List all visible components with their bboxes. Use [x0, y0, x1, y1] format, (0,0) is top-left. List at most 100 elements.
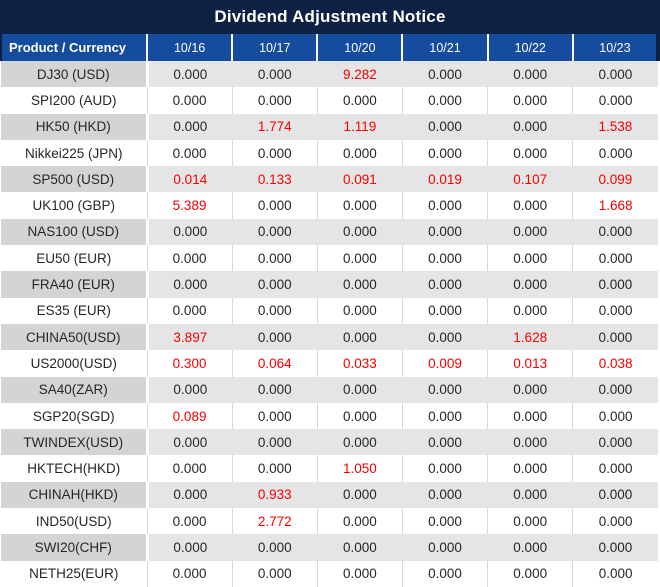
value-cell: 0.000 [401, 192, 488, 219]
value-cell: 0.000 [232, 271, 318, 298]
product-cell: DJ30 (USD) [1, 61, 147, 88]
product-cell: TWINDEX(USD) [1, 429, 147, 456]
value-cell: 0.000 [572, 61, 658, 88]
value-cell: 0.000 [487, 455, 573, 482]
value-cell: 0.000 [401, 297, 488, 324]
product-currency-header: Product / Currency [0, 34, 147, 61]
value-cell: 0.000 [317, 323, 403, 351]
value-cell: 0.000 [145, 61, 233, 88]
value-cell: 0.000 [487, 402, 573, 430]
date-column-header: 10/22 [486, 34, 573, 61]
value-cell: 0.000 [401, 402, 488, 430]
value-cell: 0.000 [316, 297, 403, 324]
value-cell: 0.091 [317, 166, 403, 193]
table-row: EU50 (EUR) 0.000 0.000 0.000 0.000 0.000 0.000 [1, 245, 658, 272]
value-cell: 0.000 [232, 429, 318, 456]
value-cell: 0.089 [146, 402, 233, 430]
value-cell: 0.000 [232, 534, 318, 561]
value-cell: 0.000 [146, 245, 233, 272]
table-row: NAS100 (USD) 0.000 0.000 0.000 0.000 0.000 0.0… [1, 218, 658, 246]
header-row: Product / Currency 10/16 10/17 10/20 10/21 10… [0, 34, 660, 61]
value-cell: 0.000 [401, 139, 488, 167]
value-cell: 1.774 [232, 113, 318, 140]
page-title: Dividend Adjustment Notice [0, 0, 660, 34]
value-cell: 0.000 [402, 534, 488, 561]
value-cell: 0.000 [487, 297, 573, 324]
table-row: DJ30 (USD) 0.000 0.000 9.282 0.000 0.000 0.000 [1, 61, 658, 88]
value-cell: 0.000 [316, 402, 403, 430]
table-row: SA40(ZAR) 0.000 0.000 0.000 0.000 0.000 0.000 [1, 376, 658, 403]
product-cell: HKTECH(HKD) [1, 455, 147, 482]
value-cell: 0.000 [487, 245, 573, 272]
value-cell: 0.000 [401, 455, 488, 482]
value-cell: 0.000 [572, 218, 658, 246]
value-cell: 0.000 [231, 560, 318, 587]
value-cell: 5.389 [146, 192, 233, 219]
table-row: HK50 (HKD) 0.000 1.774 1.119 0.000 0.000 1.538 [1, 113, 658, 140]
table-body: DJ30 (USD) 0.000 0.000 9.282 0.000 0.000 0.000… [1, 61, 658, 587]
value-cell: 0.009 [401, 350, 488, 377]
value-cell: 1.050 [316, 455, 403, 482]
value-cell: 0.000 [572, 323, 658, 351]
value-cell: 0.000 [231, 139, 318, 167]
value-cell: 2.772 [231, 508, 318, 535]
value-cell: 0.000 [145, 113, 233, 140]
date-column-header: 10/23 [571, 34, 660, 61]
product-cell: IND50(USD) [1, 508, 147, 535]
product-cell: NETH25(EUR) [1, 560, 147, 587]
product-cell: EU50 (EUR) [1, 245, 147, 272]
value-cell: 0.000 [487, 271, 573, 298]
value-cell: 0.000 [572, 481, 658, 509]
product-cell: SGP20(SGD) [1, 402, 147, 430]
product-cell: NAS100 (USD) [1, 218, 147, 246]
product-cell: CHINA50(USD) [1, 323, 147, 351]
value-cell: 1.668 [572, 192, 658, 219]
value-cell: 0.000 [146, 297, 233, 324]
value-cell: 0.000 [572, 139, 658, 167]
date-column-header: 10/17 [231, 34, 318, 61]
value-cell: 0.000 [317, 271, 403, 298]
value-cell: 0.000 [317, 218, 403, 246]
value-cell: 0.000 [402, 429, 488, 456]
table-row: SWI20(CHF) 0.000 0.000 0.000 0.000 0.000 0.000 [1, 534, 658, 561]
value-cell: 0.033 [316, 350, 403, 377]
value-cell: 0.000 [487, 218, 573, 246]
value-cell: 0.000 [146, 87, 233, 114]
value-cell: 0.000 [316, 560, 403, 587]
product-cell: SWI20(CHF) [1, 534, 147, 561]
value-cell: 0.000 [316, 245, 403, 272]
value-cell: 0.000 [231, 297, 318, 324]
value-cell: 0.019 [402, 166, 488, 193]
value-cell: 0.000 [231, 245, 318, 272]
value-cell: 1.628 [487, 323, 573, 351]
value-cell: 0.000 [572, 455, 658, 482]
value-cell: 0.000 [146, 139, 233, 167]
value-cell: 0.300 [146, 350, 233, 377]
value-cell: 0.000 [145, 376, 233, 403]
product-cell: CHINAH(HKD) [1, 481, 147, 509]
table-row: CHINAH(HKD) 0.000 0.933 0.000 0.000 0.000 0.00… [1, 481, 658, 509]
value-cell: 3.897 [145, 323, 233, 351]
table-row: SGP20(SGD) 0.089 0.000 0.000 0.000 0.000 0.000 [1, 402, 658, 430]
value-cell: 0.000 [402, 481, 488, 509]
value-cell: 0.000 [232, 376, 318, 403]
value-cell: 0.000 [317, 429, 403, 456]
dividend-table: Product / Currency 10/16 10/17 10/20 10/21 10… [0, 34, 660, 587]
value-cell: 0.000 [145, 429, 233, 456]
value-cell: 0.000 [317, 376, 403, 403]
value-cell: 0.000 [317, 534, 403, 561]
value-cell: 0.000 [487, 61, 573, 88]
value-cell: 0.000 [572, 429, 658, 456]
value-cell: 0.000 [316, 87, 403, 114]
value-cell: 0.000 [572, 560, 658, 587]
table-row: UK100 (GBP) 5.389 0.000 0.000 0.000 0.000 1.66… [1, 192, 658, 219]
product-cell: US2000(USD) [1, 350, 147, 377]
value-cell: 0.000 [402, 376, 488, 403]
value-cell: 0.000 [487, 192, 573, 219]
date-column-header: 10/21 [401, 34, 488, 61]
value-cell: 0.000 [401, 245, 488, 272]
value-cell: 0.000 [487, 560, 573, 587]
product-cell: Nikkei225 (JPN) [1, 139, 147, 167]
value-cell: 0.000 [145, 218, 233, 246]
